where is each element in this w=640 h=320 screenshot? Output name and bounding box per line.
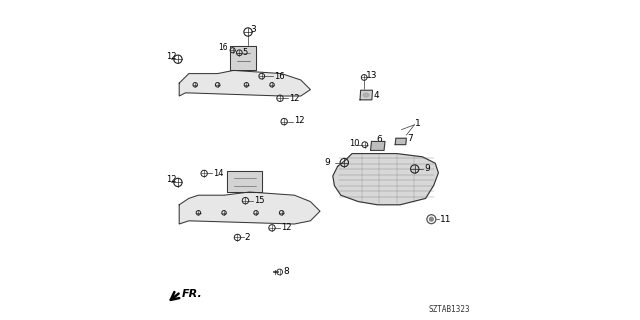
- Text: 10: 10: [349, 139, 360, 148]
- Text: 9: 9: [325, 158, 331, 167]
- Polygon shape: [371, 141, 385, 150]
- Polygon shape: [333, 154, 438, 205]
- Text: 14: 14: [212, 169, 223, 178]
- Text: 4: 4: [373, 91, 379, 100]
- Text: 12: 12: [289, 94, 300, 103]
- Text: 11: 11: [440, 215, 451, 224]
- Text: 1: 1: [415, 119, 421, 128]
- Polygon shape: [179, 192, 320, 224]
- Ellipse shape: [364, 93, 369, 97]
- Text: 12: 12: [166, 175, 176, 184]
- Text: 2: 2: [245, 233, 250, 242]
- Circle shape: [429, 217, 433, 221]
- Text: 13: 13: [366, 71, 378, 80]
- Polygon shape: [360, 90, 372, 100]
- Polygon shape: [230, 46, 256, 70]
- Polygon shape: [179, 70, 310, 96]
- Text: 12: 12: [166, 52, 176, 61]
- Text: SZTAB1323: SZTAB1323: [429, 305, 470, 314]
- Text: 16: 16: [218, 43, 228, 52]
- Text: 15: 15: [254, 196, 265, 205]
- Text: 8: 8: [284, 268, 289, 276]
- Text: 12: 12: [281, 223, 291, 232]
- Text: 7: 7: [407, 134, 413, 143]
- Text: 12: 12: [294, 116, 304, 124]
- Polygon shape: [396, 138, 406, 145]
- Text: 6: 6: [376, 135, 381, 144]
- Polygon shape: [227, 171, 262, 192]
- Text: 9: 9: [424, 164, 429, 173]
- Text: FR.: FR.: [182, 289, 202, 300]
- Text: 5: 5: [243, 48, 248, 57]
- Text: 16: 16: [274, 72, 284, 81]
- Text: 3: 3: [250, 25, 256, 34]
